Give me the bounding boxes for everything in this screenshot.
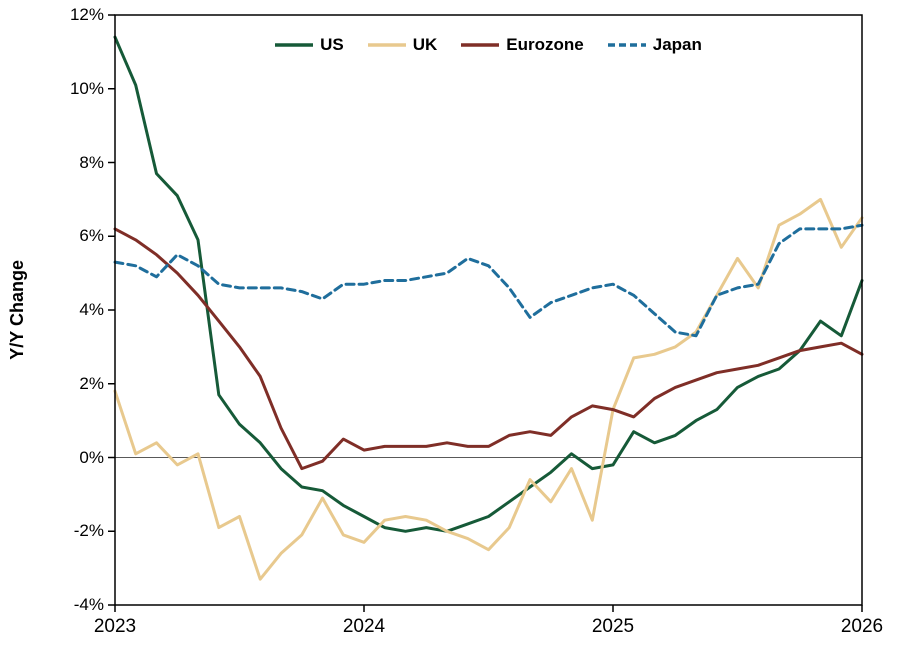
legend-item-us: US bbox=[275, 35, 344, 55]
legend-item-eurozone: Eurozone bbox=[461, 35, 584, 55]
legend-swatch-eurozone bbox=[461, 43, 500, 47]
legend-label-uk: UK bbox=[412, 35, 438, 54]
y-axis-title: Y/Y Change bbox=[6, 260, 27, 360]
series-line-uk bbox=[113, 197, 864, 581]
y-axis-title-wrap: Y/Y Change bbox=[2, 15, 32, 605]
legend-label-japan: Japan bbox=[652, 35, 702, 54]
legend-item-uk: UK bbox=[367, 35, 438, 55]
series-line-japan bbox=[113, 223, 864, 338]
legend-swatch-us bbox=[275, 43, 314, 47]
plot-border bbox=[114, 14, 863, 606]
series-line-us bbox=[113, 35, 864, 533]
legend-swatch-uk bbox=[367, 43, 406, 47]
legend-swatch-japan bbox=[607, 43, 646, 47]
legend-label-eurozone: Eurozone bbox=[506, 35, 584, 54]
legend: US UK Eurozone Japan bbox=[115, 35, 862, 55]
legend-label-us: US bbox=[320, 35, 344, 54]
legend-item-japan: Japan bbox=[607, 35, 702, 55]
series-line-eurozone bbox=[113, 227, 864, 471]
